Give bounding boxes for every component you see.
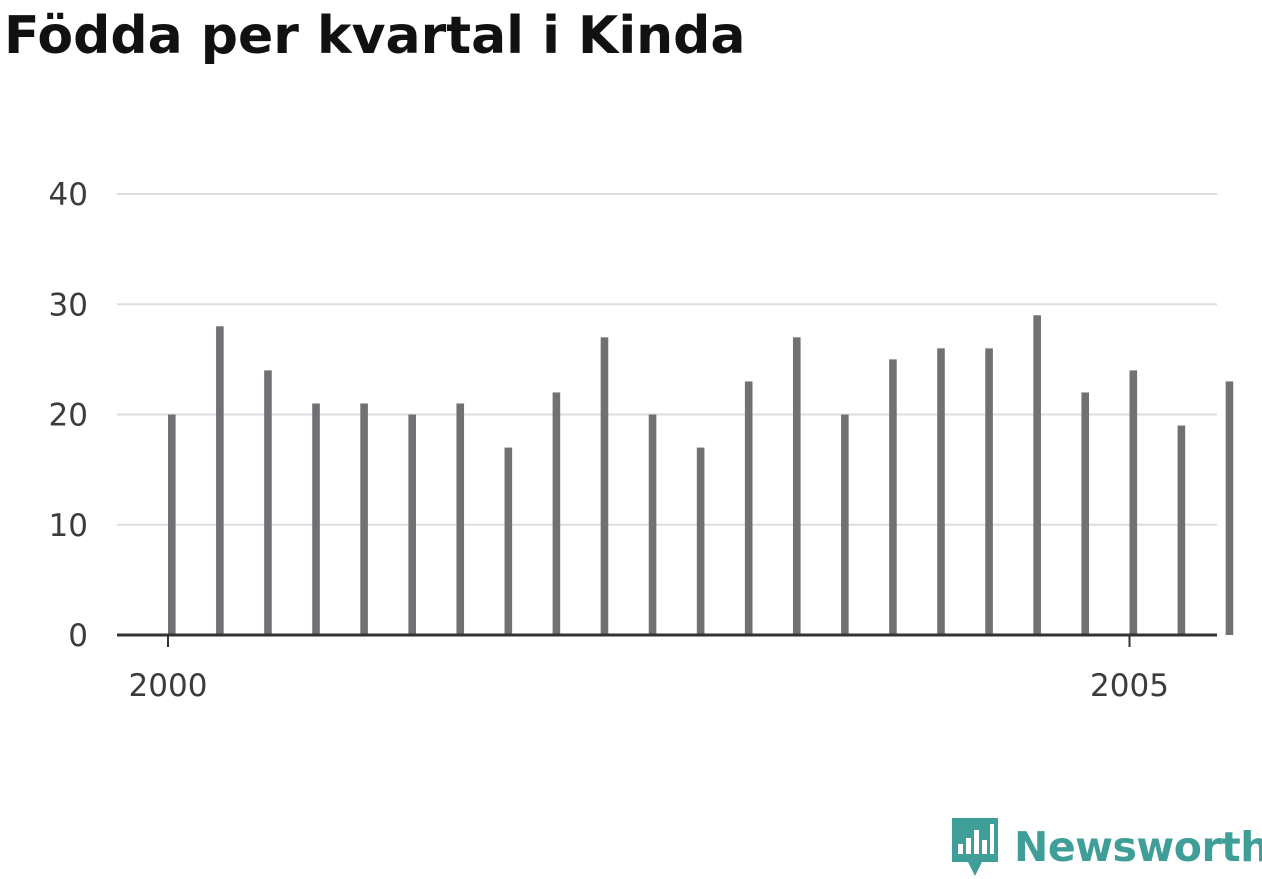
bar — [168, 414, 176, 635]
y-tick-label-10: 10 — [49, 508, 88, 544]
bar — [216, 326, 224, 635]
axes: 010203040200020052010201520202025 — [49, 177, 1217, 704]
bar — [600, 337, 609, 635]
bar — [937, 348, 945, 635]
bar — [504, 447, 513, 635]
bar — [1081, 392, 1090, 635]
newsworthy-logo-icon — [952, 818, 998, 876]
bar — [264, 370, 272, 635]
y-tick-label-20: 20 — [49, 398, 88, 434]
x-tick-label-2005: 2005 — [1090, 668, 1169, 704]
brand-name: Newsworthy — [1014, 823, 1262, 871]
bar — [1033, 315, 1041, 635]
bar — [408, 414, 416, 635]
bar — [648, 414, 657, 635]
y-tick-label-40: 40 — [49, 177, 88, 213]
bar — [552, 392, 561, 635]
bar — [841, 414, 849, 635]
bar — [744, 381, 753, 635]
bar — [792, 337, 801, 635]
bar — [456, 403, 465, 635]
y-tick-label-0: 0 — [68, 618, 88, 654]
bar — [1177, 425, 1186, 635]
bar — [696, 447, 705, 635]
x-tick-label-2000: 2000 — [129, 668, 208, 704]
grid-lines — [117, 193, 1217, 526]
bars — [168, 315, 1234, 636]
y-tick-label-30: 30 — [49, 287, 88, 323]
bar — [1225, 381, 1234, 635]
brand-logo: Newsworthy — [950, 818, 1262, 876]
bar — [360, 403, 368, 635]
chart-title: Födda per kvartal i Kinda — [4, 6, 746, 66]
bar — [889, 359, 897, 636]
bar-chart: 010203040200020052010201520202025 13 — [49, 177, 1234, 704]
bar — [985, 348, 993, 635]
bar — [312, 403, 320, 635]
bar — [1129, 370, 1138, 635]
